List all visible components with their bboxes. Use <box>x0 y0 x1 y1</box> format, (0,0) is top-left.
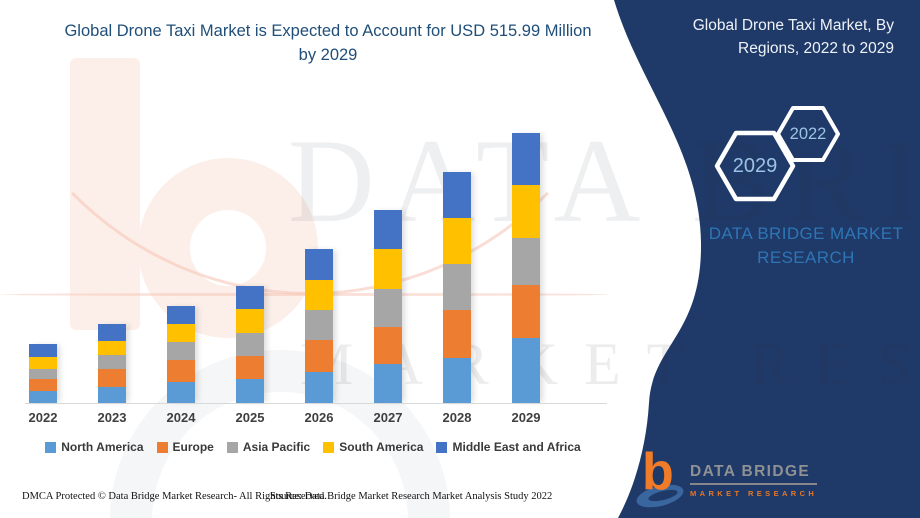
hexagon-2029-label: 2029 <box>732 155 778 177</box>
bar-segment-2026-europe <box>305 340 333 372</box>
bar-segment-2024-europe <box>167 360 195 382</box>
bar-2025 <box>236 286 264 403</box>
x-label-2027: 2027 <box>373 410 403 425</box>
bar-segment-2022-europe <box>29 379 57 391</box>
x-label-2025: 2025 <box>235 410 265 425</box>
bar-2028 <box>443 172 471 403</box>
legend-item-north-america: North America <box>45 440 144 454</box>
logo-subtitle: MARKET RESEARCH <box>690 489 818 498</box>
bar-segment-2028-europe <box>443 310 471 358</box>
panel-title: Global Drone Taxi Market, By Regions, 20… <box>624 14 894 61</box>
company-logo: b DATA BRIDGE MARKET RESEARCH <box>634 443 818 512</box>
bar-segment-2023-europe <box>98 369 126 387</box>
bar-segment-2022-asia-pacific <box>29 369 57 379</box>
bar-segment-2025-north-america <box>236 379 264 403</box>
hexagon-2022-label: 2022 <box>789 125 827 143</box>
bar-segment-2025-south-america <box>236 309 264 333</box>
page-title-line1: Global Drone Taxi Market is Expected to … <box>64 22 592 40</box>
page-title: Global Drone Taxi Market is Expected to … <box>38 20 618 68</box>
panel-title-line1: Global Drone Taxi Market, By <box>692 17 894 34</box>
legend-swatch <box>436 441 448 453</box>
bar-2022 <box>29 344 57 403</box>
bar-segment-2023-south-america <box>98 341 126 355</box>
legend-label: North America <box>61 440 144 454</box>
bar-segment-2029-north-america <box>512 338 540 403</box>
bar-2027 <box>374 210 402 403</box>
bar-segment-2025-asia-pacific <box>236 333 264 356</box>
bar-segment-2027-europe <box>374 327 402 364</box>
bar-segment-2027-south-america <box>374 249 402 289</box>
legend-label: Middle East and Africa <box>452 440 581 454</box>
legend-label: South America <box>339 440 424 454</box>
bar-segment-2029-middle-east-and-africa <box>512 133 540 185</box>
bar-segment-2029-asia-pacific <box>512 238 540 285</box>
legend-item-middle-east-and-africa: Middle East and Africa <box>436 440 581 454</box>
bar-segment-2024-asia-pacific <box>167 342 195 360</box>
legend-label: Europe <box>172 440 214 454</box>
watermark-text-line2: MARKET RESEARCH <box>300 331 920 397</box>
bar-segment-2026-middle-east-and-africa <box>305 249 333 280</box>
bar-segment-2027-asia-pacific <box>374 289 402 327</box>
legend-label: Asia Pacific <box>242 440 311 454</box>
bar-segment-2026-north-america <box>305 372 333 403</box>
bar-2024 <box>167 306 195 403</box>
stacked-bar-chart <box>28 120 588 403</box>
bar-segment-2028-asia-pacific <box>443 264 471 310</box>
bar-segment-2025-middle-east-and-africa <box>236 286 264 309</box>
brand-wordmark-line2: RESEARCH <box>757 248 855 268</box>
bar-segment-2028-middle-east-and-africa <box>443 172 471 218</box>
bar-2026 <box>305 249 333 403</box>
footer-copyright: DMCA Protected © Data Bridge Market Rese… <box>22 491 327 502</box>
bar-segment-2027-north-america <box>374 364 402 403</box>
brand-wordmark: DATA BRIDGE MARKET RESEARCH <box>695 222 917 270</box>
bar-2029 <box>512 133 540 403</box>
x-label-2028: 2028 <box>442 410 472 425</box>
bar-segment-2024-south-america <box>167 324 195 342</box>
bar-segment-2029-south-america <box>512 185 540 238</box>
bar-segment-2028-north-america <box>443 358 471 403</box>
legend-item-south-america: South America <box>323 440 423 454</box>
bar-segment-2025-europe <box>236 356 264 379</box>
legend-item-asia-pacific: Asia Pacific <box>226 440 311 454</box>
bar-segment-2023-north-america <box>98 387 126 403</box>
bar-segment-2022-north-america <box>29 391 57 403</box>
bar-segment-2028-south-america <box>443 218 471 264</box>
bar-segment-2022-middle-east-and-africa <box>29 344 57 357</box>
brand-wordmark-line1: DATA BRIDGE MARKET <box>708 224 904 243</box>
x-label-2029: 2029 <box>511 410 541 425</box>
bar-segment-2023-middle-east-and-africa <box>98 324 126 341</box>
bar-segment-2023-asia-pacific <box>98 355 126 369</box>
bar-segment-2027-middle-east-and-africa <box>374 210 402 249</box>
x-label-2023: 2023 <box>97 410 127 425</box>
logo-name: DATA BRIDGE <box>690 463 818 485</box>
legend-swatch <box>156 441 168 453</box>
legend-swatch <box>226 441 238 453</box>
legend-swatch <box>45 441 57 453</box>
hexagon-badges <box>714 106 840 202</box>
panel-title-line2: Regions, 2022 to 2029 <box>738 40 894 58</box>
x-axis-line <box>25 403 607 404</box>
bar-segment-2022-south-america <box>29 357 57 369</box>
bar-2023 <box>98 324 126 403</box>
legend-swatch <box>323 441 335 453</box>
legend-item-europe: Europe <box>156 440 214 454</box>
bar-segment-2024-north-america <box>167 382 195 403</box>
footer-source: Source: Data Bridge Market Research Mark… <box>270 491 553 502</box>
bar-segment-2029-europe <box>512 285 540 338</box>
chart-legend: North America Europe Asia Pacific South Ame… <box>24 440 602 454</box>
x-label-2026: 2026 <box>304 410 334 425</box>
x-label-2022: 2022 <box>28 410 58 425</box>
bar-segment-2024-middle-east-and-africa <box>167 306 195 324</box>
page-title-line2: by 2029 <box>298 45 358 64</box>
bar-segment-2026-south-america <box>305 280 333 310</box>
bar-segment-2026-asia-pacific <box>305 310 333 340</box>
x-label-2024: 2024 <box>166 410 196 425</box>
